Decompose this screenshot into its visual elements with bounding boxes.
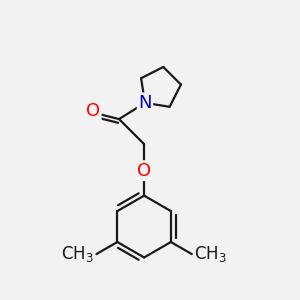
Text: O: O (86, 102, 100, 120)
Text: O: O (137, 162, 151, 180)
Text: N: N (138, 94, 152, 112)
Text: CH$_3$: CH$_3$ (61, 244, 94, 264)
Text: CH$_3$: CH$_3$ (194, 244, 227, 264)
